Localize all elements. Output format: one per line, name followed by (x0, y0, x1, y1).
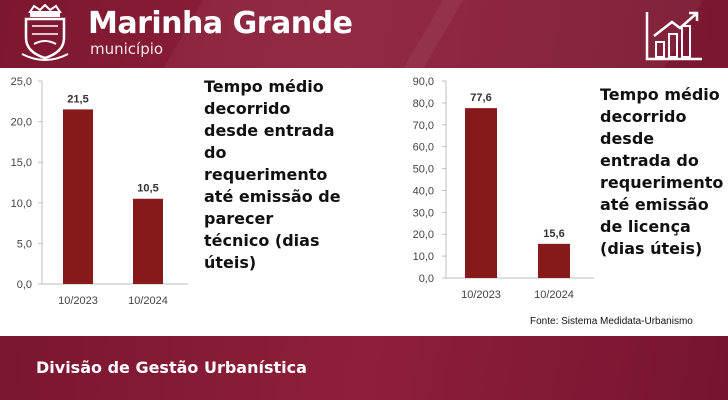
bar (465, 108, 497, 278)
y-tick-label: 40,0 (413, 185, 434, 197)
y-tick-label: 15,0 (11, 157, 32, 169)
bar (63, 109, 93, 284)
chart-1-description: Tempo médio decorrido desde entrada do r… (204, 77, 341, 272)
bar (538, 243, 570, 278)
footer-banner: Divisão de Gestão Urbanística (0, 336, 728, 400)
chart-licenca: 0,0 10,0 20,0 30,0 40,0 50,0 60,0 70,0 80,0 90,0 7… (413, 76, 594, 301)
y-tick-label: 10,0 (11, 198, 32, 210)
source-note: Fonte: Sistema Medidata-Urbanismo (530, 316, 693, 327)
y-tick-label: 20,0 (413, 229, 434, 241)
y-tick-label: 25,0 (11, 76, 32, 88)
footer-title: Divisão de Gestão Urbanística (36, 358, 307, 377)
y-tick-label: 0,0 (419, 273, 434, 285)
x-tick-label: 10/2023 (461, 289, 501, 301)
x-tick-label: 10/2023 (58, 295, 98, 307)
y-tick-label: 5,0 (17, 238, 32, 250)
chart-2-description: Tempo médio decorrido desde entrada do r… (600, 85, 724, 258)
header-banner: Marinha Grande município (0, 0, 728, 68)
y-tick-label: 80,0 (413, 98, 434, 110)
y-tick-label: 10,0 (413, 251, 434, 263)
y-tick-label: 50,0 (413, 164, 434, 176)
bar (133, 198, 163, 284)
bar-value-label: 77,6 (470, 92, 491, 104)
bar-value-label: 21,5 (67, 93, 88, 105)
y-tick-label: 60,0 (413, 142, 434, 154)
brand-title: Marinha Grande (88, 6, 353, 41)
charts-area: 0,0 5,0 10,0 15,0 20,0 25,0 21,5 10/2023 10,5 10/… (11, 76, 594, 307)
y-tick-label: 20,0 (11, 117, 32, 129)
chart-parecer-tecnico: 0,0 5,0 10,0 15,0 20,0 25,0 21,5 10/2023 10,5 10/… (11, 76, 188, 307)
municipal-crest-icon (21, 4, 69, 61)
x-tick-label: 10/2024 (128, 295, 168, 307)
y-tick-label: 0,0 (17, 279, 32, 291)
bar-value-label: 15,6 (543, 228, 564, 240)
y-tick-label: 90,0 (413, 76, 434, 88)
brand-subtitle: município (90, 40, 164, 58)
y-tick-label: 30,0 (413, 207, 434, 219)
y-tick-label: 70,0 (413, 120, 434, 132)
bar-value-label: 10,5 (137, 183, 158, 195)
bar-chart-trend-icon (645, 11, 702, 61)
x-tick-label: 10/2024 (534, 289, 574, 301)
